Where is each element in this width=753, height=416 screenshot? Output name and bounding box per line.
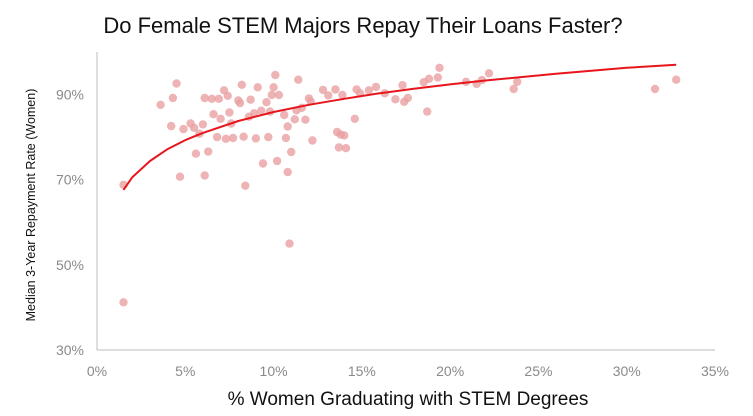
data-point <box>237 80 246 90</box>
y-tick-label: 50% <box>56 257 84 273</box>
data-point <box>264 132 273 142</box>
data-point <box>179 124 188 134</box>
data-point <box>340 131 349 140</box>
x-axis-ticks: 0% 5% 10% 15% 20% 25% 30% 35% <box>87 363 729 379</box>
data-point <box>212 132 222 142</box>
data-point <box>200 93 209 103</box>
data-point <box>391 95 400 104</box>
data-point <box>168 93 178 103</box>
x-tick-label: 25% <box>524 363 552 379</box>
data-point <box>334 143 344 152</box>
data-point <box>172 79 181 88</box>
y-tick-label: 90% <box>56 87 84 103</box>
data-point <box>513 77 522 87</box>
data-point <box>214 94 223 104</box>
data-point <box>239 132 248 141</box>
data-point <box>435 63 444 72</box>
plot-area: 30% 50% 70% 90% 0% 5% 10% 15% 20% 25% 30% 35% <box>56 52 729 379</box>
data-point <box>271 70 280 80</box>
data-point <box>221 134 231 143</box>
x-tick-label: 20% <box>436 363 464 379</box>
x-tick-label: 5% <box>175 363 195 379</box>
data-point <box>209 110 218 119</box>
data-point <box>287 147 296 157</box>
data-point <box>283 167 292 177</box>
data-point <box>246 95 255 104</box>
data-point <box>424 74 434 84</box>
data-point <box>484 69 494 78</box>
x-tick-label: 15% <box>348 363 376 379</box>
data-point <box>225 108 234 117</box>
data-point <box>371 82 381 92</box>
data-point <box>272 156 282 166</box>
x-axis-title: % Women Graduating with STEM Degrees <box>228 389 589 410</box>
data-point <box>318 85 328 95</box>
data-point <box>331 85 340 94</box>
x-tick-label: 10% <box>260 363 288 379</box>
data-point <box>398 81 407 90</box>
data-point <box>433 73 442 82</box>
data-points <box>119 63 681 307</box>
data-point <box>189 123 199 132</box>
data-point <box>253 83 262 92</box>
data-point <box>249 109 259 118</box>
data-point <box>216 114 225 124</box>
data-point <box>223 91 232 101</box>
chart-title: Do Female STEM Majors Repay Their Loans … <box>103 13 622 38</box>
data-point <box>257 106 266 115</box>
data-point <box>283 122 292 131</box>
data-point <box>650 84 660 94</box>
data-point <box>294 75 303 84</box>
data-point <box>350 114 359 124</box>
data-point <box>156 100 165 110</box>
trend-line <box>122 63 677 191</box>
y-tick-label: 30% <box>56 342 84 358</box>
data-point <box>509 84 518 94</box>
data-point <box>119 298 128 307</box>
data-point <box>672 75 681 84</box>
data-point <box>198 120 208 129</box>
data-point <box>308 136 317 145</box>
data-point <box>301 115 310 124</box>
data-point <box>251 134 261 143</box>
data-point <box>204 147 213 156</box>
data-point <box>423 107 432 116</box>
data-point <box>403 93 412 103</box>
data-point <box>281 133 291 143</box>
y-axis-ticks: 30% 50% 70% 90% <box>56 87 84 358</box>
data-point <box>241 181 250 190</box>
data-point <box>200 171 209 180</box>
data-point <box>258 159 268 168</box>
data-point <box>285 239 294 248</box>
x-tick-label: 35% <box>701 363 729 379</box>
x-tick-label: 30% <box>613 363 641 379</box>
data-point <box>262 98 271 107</box>
data-point <box>290 115 299 124</box>
x-tick-label: 0% <box>87 363 107 379</box>
data-point <box>280 110 289 120</box>
data-point <box>207 94 216 104</box>
data-point <box>267 90 276 100</box>
data-point <box>274 90 284 100</box>
data-point <box>235 98 245 108</box>
data-point <box>364 86 374 95</box>
data-point <box>341 144 351 153</box>
data-point <box>324 91 333 100</box>
y-tick-label: 70% <box>56 172 84 188</box>
data-point <box>228 133 238 143</box>
data-point <box>269 83 278 92</box>
data-point <box>175 172 185 181</box>
y-axis-title: Median 3-Year Repayment Rate (Women) <box>24 89 38 322</box>
data-point <box>167 121 176 131</box>
data-point <box>338 90 347 100</box>
data-point <box>191 149 201 158</box>
